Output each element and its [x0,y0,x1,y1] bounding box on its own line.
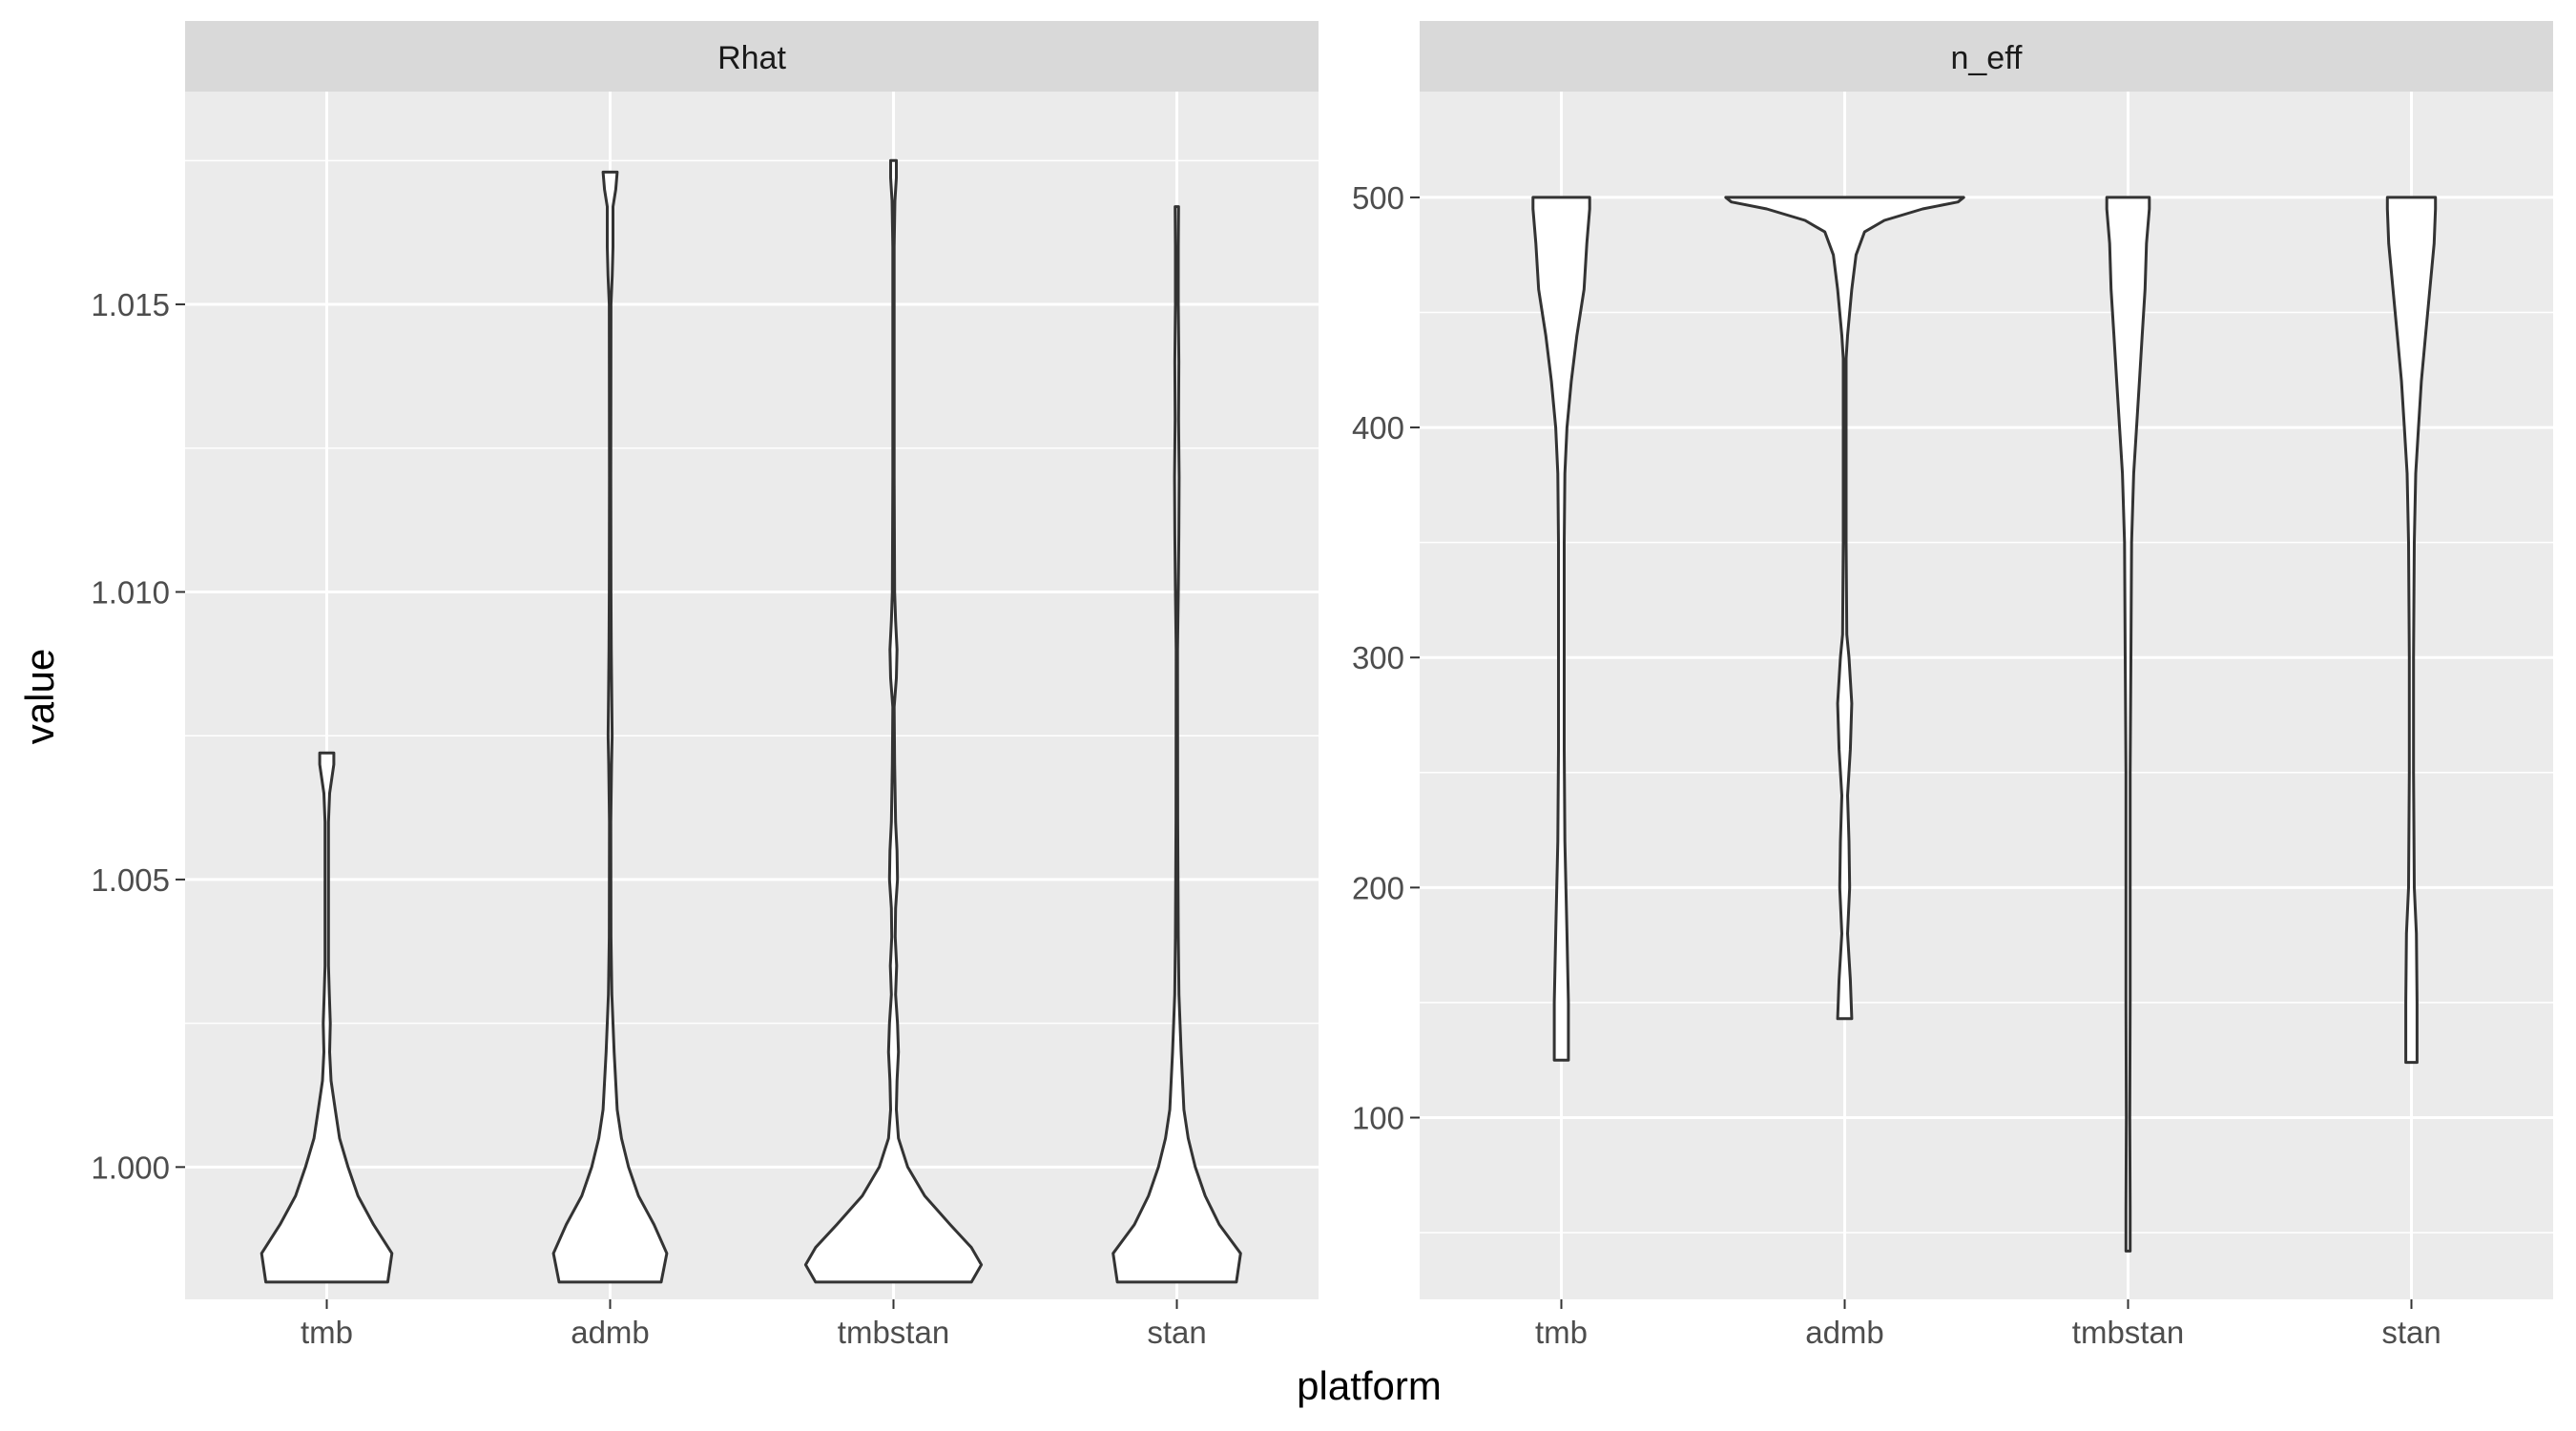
strip-background [1420,21,2553,92]
x-tick-label: admb [1805,1315,1884,1350]
facet-n-eff: n_eff 100 200 300 400 500 tmb admb tmbstan stan [1352,21,2553,1350]
y-tick-label: 100 [1352,1100,1404,1135]
violin-tmbstan [803,158,984,1284]
y-tick-label: 1.005 [91,862,170,898]
y-tick-label: 1.010 [91,574,170,610]
x-axis-ticks: tmb admb tmbstan stan [301,1299,1207,1350]
plot-panel [185,92,1319,1299]
violin-admb [551,170,669,1284]
x-tick-label: tmb [1535,1315,1588,1350]
violin-tmb [1531,196,1591,1062]
strip-label: Rhat [717,40,786,76]
y-tick-label: 1.015 [91,287,170,322]
x-tick-label: tmbstan [2072,1315,2184,1350]
y-tick-label: 1.000 [91,1150,170,1185]
y-tick-label: 400 [1352,410,1404,446]
violin-tmbstan [2105,196,2151,1253]
strip-label: n_eff [1950,40,2023,76]
x-tick-label: tmbstan [838,1315,949,1350]
x-tick-label: stan [2381,1315,2441,1350]
x-tick-label: admb [571,1315,650,1350]
violin-stan [2385,196,2438,1065]
plot-panel [1420,92,2553,1299]
violin-tmb [260,751,394,1284]
facet-rhat: Rhat 1.000 1.005 1.010 1.015 tmb admb tmbstan… [91,21,1319,1350]
y-tick-label: 500 [1352,180,1404,216]
violin-admb [1724,196,1965,1021]
y-tick-label: 200 [1352,870,1404,905]
y-tick-label: 300 [1352,640,1404,675]
y-axis-ticks: 1.000 1.005 1.010 1.015 [91,287,185,1185]
x-tick-label: tmb [301,1315,353,1350]
x-tick-label: stan [1147,1315,1206,1350]
violin-stan [1111,205,1242,1284]
violins [1531,196,2438,1253]
x-axis-title: platform [1297,1363,1442,1408]
y-axis-ticks: 100 200 300 400 500 [1352,180,1420,1135]
violins [260,158,1242,1284]
y-axis-title: value [17,649,62,744]
x-axis-ticks: tmb admb tmbstan stan [1535,1299,2441,1350]
strip-background [185,21,1319,92]
